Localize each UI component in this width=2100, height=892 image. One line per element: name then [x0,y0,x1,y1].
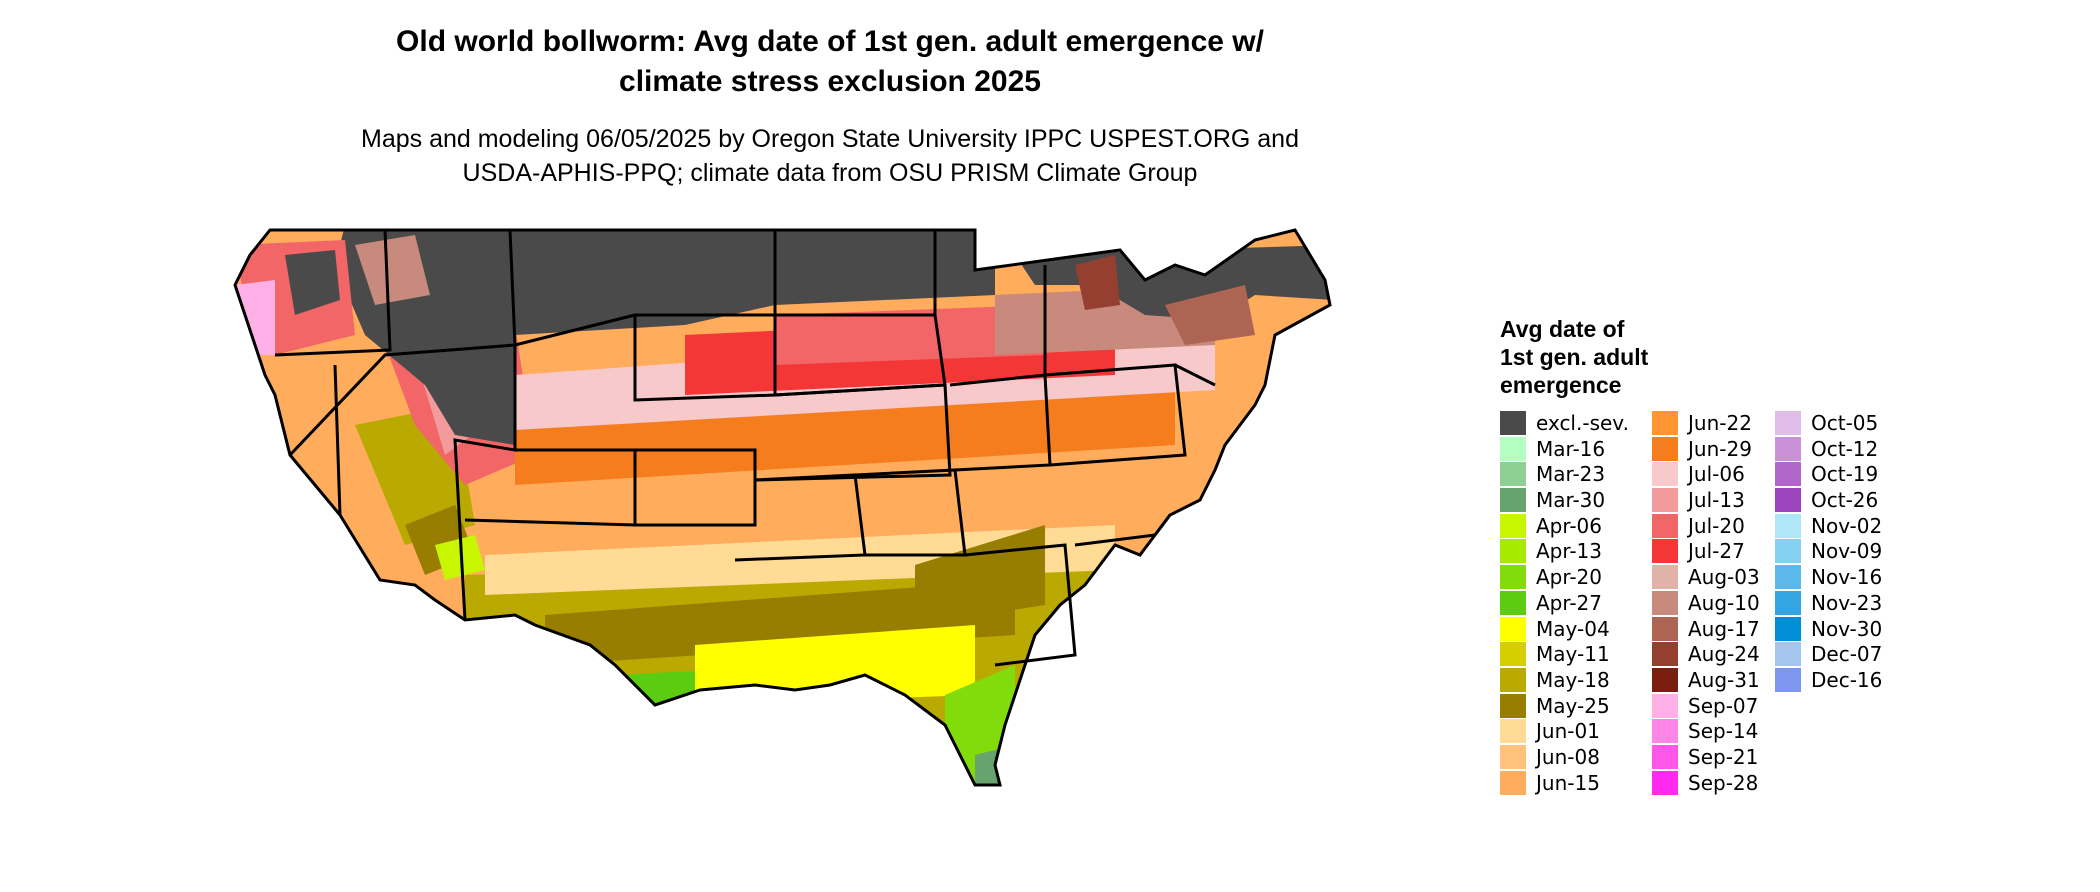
legend-label: Jun-08 [1536,744,1600,769]
legend-label: Mar-16 [1536,436,1606,461]
legend-label: Oct-12 [1811,436,1879,461]
legend-label: Aug-03 [1688,565,1760,590]
legend-swatch [1775,667,1801,692]
legend-label: Jun-29 [1688,436,1752,461]
legend-label: Nov-30 [1811,616,1883,641]
legend-swatch [1500,719,1526,744]
legend-swatch [1775,436,1801,461]
legend-swatch [1775,539,1801,564]
legend-title-line-1: Avg date of [1500,316,1625,342]
legend-label: May-04 [1536,616,1610,641]
state-borders [233,228,1332,787]
legend-label: Sep-28 [1688,770,1759,795]
legend-swatch [1652,642,1678,667]
legend-swatch [1500,744,1526,769]
legend-swatch [1652,513,1678,538]
legend-label: Nov-16 [1811,565,1883,590]
legend-title: Avg date of 1st gen. adult emergence [1500,315,1720,399]
legend-title-line-2: 1st gen. adult [1500,344,1649,370]
map-title: Old world bollworm: Avg date of 1st gen.… [240,22,1420,102]
map-subtitle: Maps and modeling 06/05/2025 by Oregon S… [240,122,1420,190]
legend-swatch [1652,436,1678,461]
legend-swatch [1500,462,1526,487]
legend-swatch [1652,719,1678,744]
legend-swatch [1775,513,1801,538]
legend-label: excl.-sev. [1536,411,1629,435]
map-subtitle-line-1: Maps and modeling 06/05/2025 by Oregon S… [361,125,1299,153]
us-emergence-map [233,228,1332,787]
legend-title-line-3: emergence [1500,372,1622,398]
legend-swatch [1500,616,1526,641]
legend-label: Nov-23 [1811,590,1883,615]
legend-swatch [1652,744,1678,769]
legend-swatch [1500,667,1526,692]
legend-swatch [1775,411,1801,435]
legend-label: Sep-21 [1688,744,1759,769]
legend-label: Dec-07 [1811,642,1883,667]
legend-label: Mar-30 [1536,488,1606,513]
legend-swatch [1775,488,1801,513]
legend-swatch [1500,488,1526,513]
legend-label: Apr-27 [1536,590,1602,615]
legend-swatch [1500,590,1526,615]
legend-label: Apr-06 [1536,513,1602,538]
legend-label: Oct-05 [1811,411,1879,435]
legend-swatch [1500,565,1526,590]
legend-swatch [1500,539,1526,564]
legend-swatch [1500,642,1526,667]
legend-swatch [1500,770,1526,795]
legend-label: Jun-01 [1536,719,1600,744]
legend-label: Aug-31 [1688,667,1760,692]
legend-label: Aug-10 [1688,590,1760,615]
legend-label: Jul-13 [1688,488,1745,513]
legend-label: Jun-15 [1536,770,1600,795]
legend-label: May-18 [1536,667,1610,692]
legend-label: Mar-23 [1536,462,1606,487]
legend-swatch [1652,411,1678,435]
legend-swatch [1652,462,1678,487]
legend-label: Sep-14 [1688,719,1759,744]
legend-label: May-11 [1536,642,1610,667]
legend-swatch [1775,565,1801,590]
legend-label: Apr-20 [1536,565,1602,590]
legend-label: Oct-26 [1811,488,1879,513]
legend-swatch [1652,539,1678,564]
legend-label: Sep-07 [1688,693,1759,718]
legend-swatch [1652,565,1678,590]
legend-label: Jul-06 [1688,462,1745,487]
legend-swatch [1775,590,1801,615]
legend-label: Jul-20 [1688,513,1745,538]
legend-swatch [1500,436,1526,461]
legend-swatch [1652,693,1678,718]
legend-label: Oct-19 [1811,462,1879,487]
map-fill-regions [235,230,1330,785]
legend-swatch [1775,616,1801,641]
legend-label: Apr-13 [1536,539,1602,564]
legend-swatch [1500,693,1526,718]
legend-swatch [1500,411,1526,435]
legend-swatch [1775,462,1801,487]
legend-label: Aug-17 [1688,616,1760,641]
map-title-line-1: Old world bollworm: Avg date of 1st gen.… [396,25,1264,58]
legend-swatch [1652,770,1678,795]
legend-label: Aug-24 [1688,642,1760,667]
legend-swatch [1652,488,1678,513]
legend-swatch [1652,616,1678,641]
legend-label: Jul-27 [1688,539,1745,564]
legend-swatch [1500,513,1526,538]
map-subtitle-line-2: USDA-APHIS-PPQ; climate data from OSU PR… [462,159,1198,187]
legend-label: May-25 [1536,693,1610,718]
legend-label: Dec-16 [1811,667,1883,692]
map-title-line-2: climate stress exclusion 2025 [619,65,1041,98]
legend-swatch [1775,642,1801,667]
legend-label: Nov-09 [1811,539,1883,564]
legend-swatch [1652,590,1678,615]
legend-label: Nov-02 [1811,513,1883,538]
legend-label: Jun-22 [1688,411,1752,435]
legend-swatch [1652,667,1678,692]
